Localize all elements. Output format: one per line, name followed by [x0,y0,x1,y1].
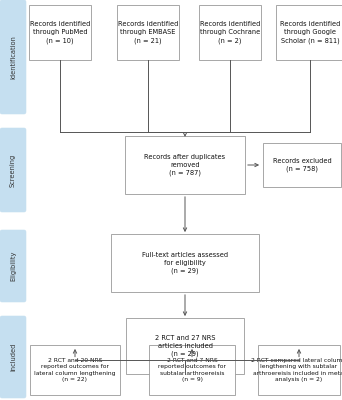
FancyBboxPatch shape [111,234,259,292]
Text: 2 RCT and 20 NRS
reported outcomes for
lateral column lengthening
(n = 22): 2 RCT and 20 NRS reported outcomes for l… [34,358,116,382]
Text: Records excluded
(n = 758): Records excluded (n = 758) [273,158,331,172]
FancyBboxPatch shape [0,316,26,398]
FancyBboxPatch shape [125,136,245,194]
FancyBboxPatch shape [117,5,179,60]
Text: Records identified
through Cochrane
(n = 2): Records identified through Cochrane (n =… [200,22,260,44]
FancyBboxPatch shape [0,230,26,302]
Text: Records identified
through PubMed
(n = 10): Records identified through PubMed (n = 1… [30,22,90,44]
Text: Screening: Screening [10,153,16,187]
Text: Records identified
through EMBASE
(n = 21): Records identified through EMBASE (n = 2… [118,22,178,44]
FancyBboxPatch shape [149,345,235,395]
FancyBboxPatch shape [199,5,261,60]
Text: 2 RCT and 27 NRS
articles included
(n = 29): 2 RCT and 27 NRS articles included (n = … [155,335,215,357]
FancyBboxPatch shape [29,5,91,60]
Text: Full-text articles assessed
for eligibility
(n = 29): Full-text articles assessed for eligibil… [142,252,228,274]
Text: Records after duplicates
removed
(n = 787): Records after duplicates removed (n = 78… [144,154,226,176]
Text: Eligibility: Eligibility [10,251,16,281]
FancyBboxPatch shape [276,5,342,60]
FancyBboxPatch shape [0,128,26,212]
Text: Records identified
through Google
Scholar (n = 811): Records identified through Google Schola… [280,22,340,44]
Text: 2 RCT and 7 NRS
reported outcomes for
subtalar arthroereisis
(n = 9): 2 RCT and 7 NRS reported outcomes for su… [158,358,226,382]
Text: 2 RCT compared lateral column
lengthening with subtalar
arthroereisis included i: 2 RCT compared lateral column lengthenin… [251,358,342,382]
FancyBboxPatch shape [126,318,244,374]
FancyBboxPatch shape [258,345,340,395]
FancyBboxPatch shape [30,345,120,395]
Text: Included: Included [10,343,16,371]
Text: Identification: Identification [10,35,16,79]
FancyBboxPatch shape [263,143,341,187]
FancyBboxPatch shape [0,0,26,114]
